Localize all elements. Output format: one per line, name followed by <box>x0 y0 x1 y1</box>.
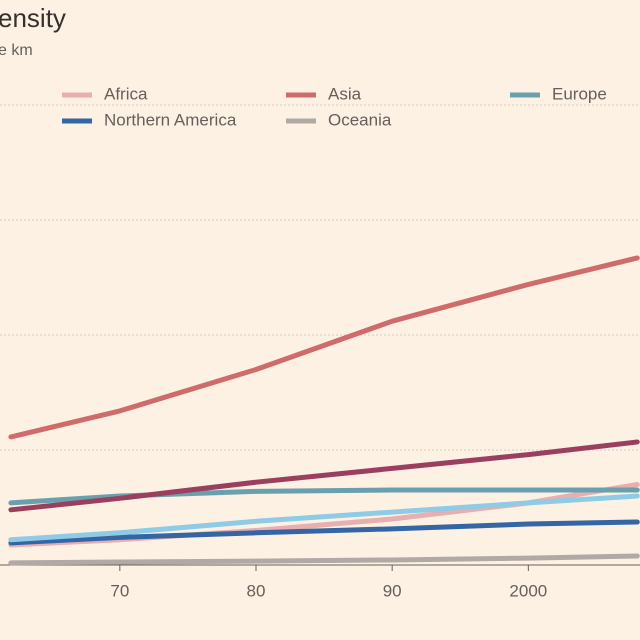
x-tick-label: 2000 <box>509 581 547 600</box>
chart-title: ensity <box>0 3 66 33</box>
series-line <box>8 519 640 546</box>
legend-label: Africa <box>104 84 148 103</box>
series-line <box>8 255 640 440</box>
series-line <box>8 553 640 566</box>
series-line <box>8 487 640 506</box>
x-tick-label: 90 <box>383 581 402 600</box>
legend-label: Asia <box>328 84 362 103</box>
series-line <box>8 439 640 513</box>
legend-label: Northern America <box>104 110 237 129</box>
series-line <box>8 493 640 543</box>
legend-label: Europe <box>552 84 607 103</box>
x-tick-label: 70 <box>110 581 129 600</box>
legend-label: Oceania <box>328 110 392 129</box>
x-tick-label: 80 <box>247 581 266 600</box>
chart-subtitle: e km <box>0 42 33 59</box>
